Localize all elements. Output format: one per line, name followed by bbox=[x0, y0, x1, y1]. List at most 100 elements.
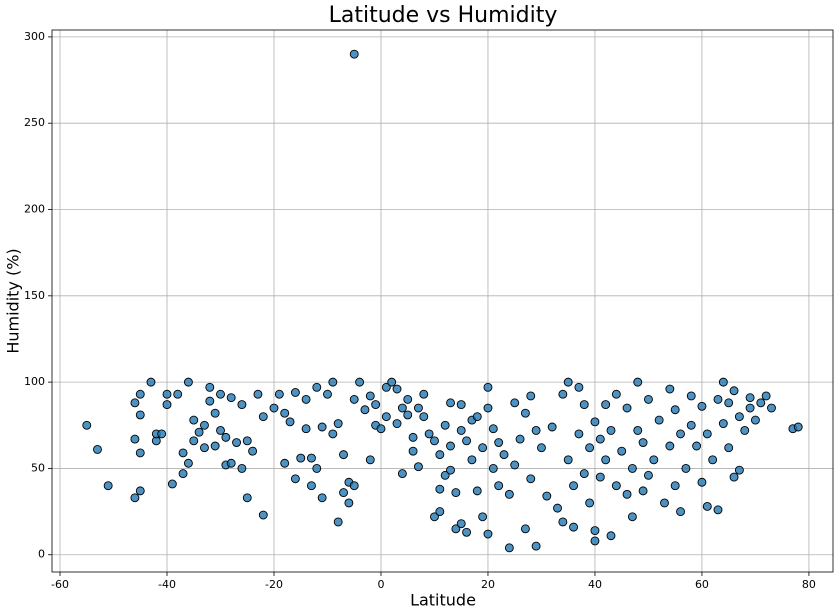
point bbox=[130, 493, 140, 503]
point bbox=[590, 417, 600, 427]
point bbox=[740, 426, 750, 435]
point bbox=[526, 474, 536, 484]
point bbox=[216, 389, 225, 399]
x-tick-label: 80 bbox=[802, 578, 816, 591]
point bbox=[397, 403, 407, 413]
grid: -60 -40 -20 0 20 40 60 80 0 50 100 150 200 250 300 bbox=[24, 30, 833, 591]
point bbox=[226, 393, 236, 403]
point bbox=[424, 429, 434, 439]
point bbox=[542, 491, 552, 501]
point bbox=[344, 498, 354, 508]
point bbox=[483, 382, 493, 392]
point bbox=[328, 377, 338, 387]
point bbox=[237, 463, 247, 473]
point bbox=[242, 436, 252, 446]
point bbox=[381, 412, 391, 422]
point bbox=[724, 443, 734, 453]
point bbox=[622, 489, 632, 499]
point bbox=[531, 541, 541, 551]
point bbox=[323, 389, 332, 399]
point bbox=[408, 446, 418, 456]
point bbox=[419, 412, 429, 422]
point bbox=[595, 434, 605, 444]
point bbox=[387, 377, 397, 387]
point bbox=[376, 424, 386, 434]
point bbox=[670, 405, 680, 415]
y-tick-label: 0 bbox=[38, 548, 45, 561]
point bbox=[135, 486, 145, 496]
point bbox=[135, 389, 145, 399]
point bbox=[649, 455, 659, 465]
point bbox=[173, 389, 183, 399]
point bbox=[456, 426, 466, 435]
point bbox=[216, 426, 225, 435]
point bbox=[563, 377, 573, 387]
point bbox=[510, 460, 520, 470]
point bbox=[633, 377, 643, 387]
point bbox=[504, 543, 514, 553]
point bbox=[446, 441, 455, 451]
point bbox=[686, 420, 696, 430]
point bbox=[670, 481, 680, 491]
point bbox=[446, 398, 455, 408]
point bbox=[435, 507, 445, 517]
point bbox=[627, 512, 637, 522]
point bbox=[440, 420, 450, 430]
point bbox=[349, 481, 359, 491]
point bbox=[676, 429, 685, 439]
point bbox=[734, 412, 744, 422]
point bbox=[574, 429, 584, 439]
point bbox=[446, 465, 455, 475]
point bbox=[488, 424, 498, 434]
point bbox=[103, 481, 113, 491]
point bbox=[713, 394, 723, 404]
point bbox=[756, 398, 766, 408]
point bbox=[718, 377, 728, 387]
point bbox=[258, 412, 268, 422]
point bbox=[729, 472, 739, 482]
x-tick-label: -60 bbox=[51, 578, 69, 591]
x-tick-label: -20 bbox=[265, 578, 283, 591]
point bbox=[724, 398, 734, 408]
point bbox=[167, 479, 177, 489]
point bbox=[82, 420, 92, 430]
point bbox=[135, 448, 145, 458]
point bbox=[93, 444, 102, 454]
point bbox=[606, 531, 616, 541]
point bbox=[183, 377, 193, 387]
point bbox=[611, 481, 621, 491]
x-tick-label: 60 bbox=[695, 578, 709, 591]
point bbox=[488, 463, 498, 473]
point bbox=[430, 436, 439, 446]
y-tick-label: 100 bbox=[24, 375, 45, 388]
point bbox=[440, 470, 450, 480]
point bbox=[162, 389, 172, 399]
point bbox=[162, 400, 172, 410]
point bbox=[381, 382, 391, 392]
point bbox=[660, 498, 669, 508]
point bbox=[253, 389, 263, 399]
point bbox=[515, 434, 525, 444]
x-axis-label: Latitude bbox=[410, 591, 476, 610]
point bbox=[178, 448, 188, 458]
point bbox=[713, 505, 723, 515]
point bbox=[520, 408, 530, 418]
point bbox=[274, 389, 284, 399]
point bbox=[178, 469, 188, 479]
point bbox=[676, 507, 685, 517]
point bbox=[745, 393, 755, 403]
point bbox=[510, 398, 520, 408]
point bbox=[205, 396, 215, 406]
point bbox=[456, 519, 466, 529]
point bbox=[617, 446, 627, 456]
x-tick-label: 20 bbox=[481, 578, 495, 591]
point bbox=[280, 408, 290, 418]
point bbox=[333, 419, 343, 429]
point bbox=[601, 455, 611, 465]
point bbox=[697, 401, 707, 411]
point bbox=[643, 394, 653, 404]
point bbox=[301, 394, 311, 404]
point bbox=[750, 415, 760, 425]
point bbox=[638, 486, 648, 496]
point bbox=[146, 377, 156, 387]
